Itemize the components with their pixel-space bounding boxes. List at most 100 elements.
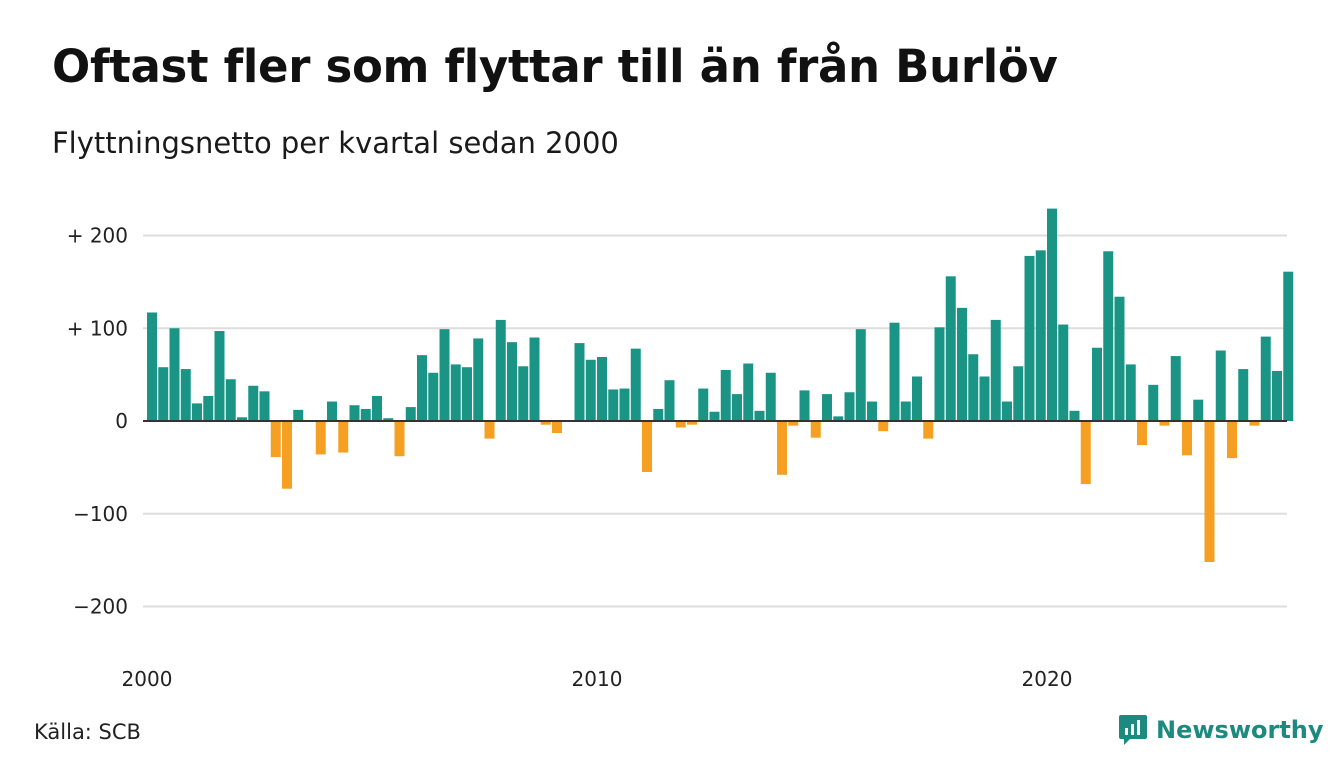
bar (259, 391, 270, 421)
bar (225, 379, 236, 421)
bar (1058, 324, 1069, 421)
bar (1215, 350, 1226, 421)
bar (248, 385, 259, 421)
bar (1260, 336, 1271, 421)
bar (889, 322, 900, 421)
y-tick-label: −200 (73, 595, 128, 619)
chart-title: Oftast fler som flyttar till än från Bur… (52, 40, 1058, 93)
bar (439, 329, 450, 421)
bar (1114, 296, 1125, 421)
bar (799, 390, 810, 421)
bar (1227, 421, 1237, 459)
bar (912, 376, 922, 421)
bar (585, 359, 596, 421)
bar (990, 319, 1001, 421)
bar (687, 421, 697, 425)
bar (1035, 250, 1046, 421)
bar (698, 388, 709, 421)
bar (1103, 251, 1114, 421)
bar (383, 418, 394, 421)
bar (315, 421, 326, 455)
bar (462, 367, 472, 421)
bar (855, 329, 866, 421)
chart-subtitle: Flyttningsnetto per kvartal sedan 2000 (52, 126, 619, 160)
bar (1204, 421, 1215, 562)
bar (653, 408, 664, 421)
bar (709, 411, 720, 421)
bar (1092, 347, 1102, 421)
x-tick-label: 2020 (1022, 667, 1073, 691)
bar (844, 392, 855, 421)
bar (203, 395, 214, 421)
bar (743, 363, 754, 421)
bar (664, 380, 675, 421)
bar (282, 421, 292, 489)
bar (237, 417, 247, 421)
bar (630, 348, 641, 421)
bar (720, 369, 731, 421)
newsworthy-logo: Newsworthy (1118, 713, 1324, 747)
bar-layer (147, 208, 1294, 562)
bar (1159, 421, 1170, 426)
y-tick-label: + 100 (67, 316, 128, 340)
bar (1080, 421, 1091, 485)
bar (833, 416, 844, 421)
bar (1002, 401, 1012, 421)
bar (540, 421, 551, 425)
bar (360, 408, 371, 421)
bar (777, 421, 787, 475)
bar (428, 372, 439, 421)
bar (473, 338, 484, 421)
bar (619, 388, 630, 421)
bar (1148, 384, 1159, 421)
newsworthy-logo-icon (1119, 715, 1147, 745)
bar (608, 389, 619, 421)
bar (192, 403, 202, 421)
bar (945, 276, 956, 421)
bar (372, 395, 382, 421)
bar (484, 421, 495, 439)
y-tick-label: −100 (73, 502, 128, 526)
bar (754, 410, 765, 421)
bar (1137, 421, 1147, 446)
logo-text: Newsworthy (1156, 716, 1324, 744)
bar (822, 394, 832, 421)
bar (1170, 356, 1181, 421)
bar (574, 343, 585, 421)
bar (878, 421, 889, 432)
bar (1069, 410, 1080, 421)
y-tick-label: 0 (115, 409, 128, 433)
axis-layer: + 200 + 100 0 −100 −200 2000 2010 2020 (67, 224, 1287, 691)
bar (979, 376, 990, 421)
bar (1283, 271, 1294, 421)
bar (642, 421, 652, 473)
bar (338, 421, 349, 453)
bar (968, 354, 979, 421)
bar (169, 328, 180, 421)
bar (957, 307, 967, 421)
bar (293, 409, 304, 421)
bar (788, 421, 799, 426)
bar (934, 327, 945, 421)
bar (147, 312, 157, 421)
bar (597, 357, 607, 421)
bar (394, 421, 405, 457)
bar (1238, 369, 1249, 421)
bar (732, 394, 742, 421)
bar (507, 342, 517, 421)
bar (1013, 366, 1024, 421)
bar (349, 405, 360, 421)
bar (450, 364, 461, 421)
bar (529, 337, 540, 421)
grid-layer (143, 234, 1287, 608)
bar (900, 401, 911, 421)
bar (405, 407, 416, 421)
bar (327, 401, 337, 421)
bar (270, 421, 281, 458)
bar (552, 421, 562, 434)
bar (1024, 255, 1035, 421)
bar (1193, 399, 1204, 421)
bar (417, 355, 427, 421)
bar (518, 366, 529, 421)
